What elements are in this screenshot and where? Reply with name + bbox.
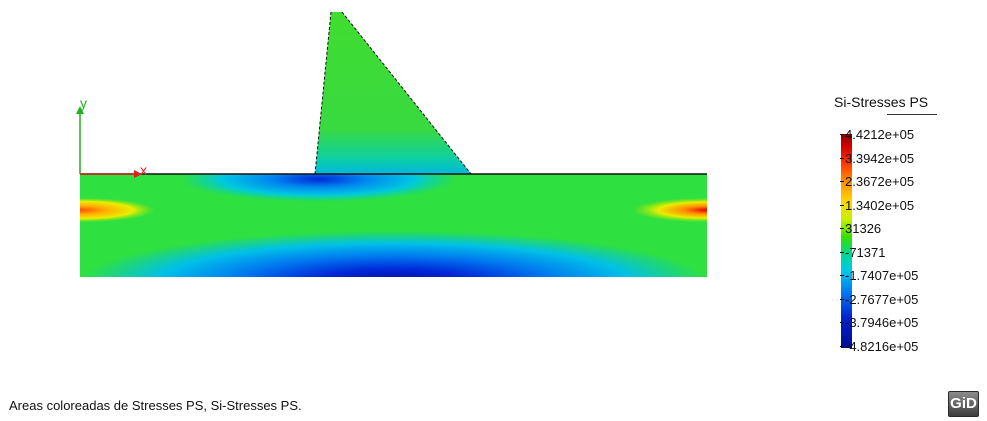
legend-value-label: 4.4212e+05 [845,127,915,142]
gid-logo: GiD [948,391,979,417]
colorbar-tick [840,251,844,253]
legend-value-label: -2.7677e+05 [845,291,919,307]
legend-value-label: 2.3672e+05 [845,174,915,189]
triangle-left-edge [314,11,332,175]
legend-value-label: -71371 [845,244,886,260]
legend-value-label: 31326 [845,221,882,236]
colorbar-tick [840,228,844,229]
legend-value-label: 1.3402e+05 [845,197,915,213]
status-caption: Areas coloreadas de Stresses PS, Si-Stre… [9,398,302,413]
triangular-body [315,12,471,174]
colorbar [841,134,852,348]
legend-value-label: -1.7407e+05 [845,268,919,283]
colorbar-tick [840,345,844,347]
legend-value-label: -4.8216e+05 [845,338,919,354]
legend-title-underline [887,114,937,115]
colorbar-tick [840,181,844,182]
legend-value-label: -3.7946e+05 [845,315,919,330]
colorbar-tick [840,275,844,276]
colorbar-tick [840,157,844,159]
legend: Si-Stresses PS 4.4212e+05 3.3942e+05 2.367… [828,94,978,354]
axis-x-label: x [140,162,147,178]
colorbar-tick [840,134,844,135]
triangle-dashed-edge [341,11,472,175]
legend-title: Si-Stresses PS [834,94,929,110]
axis-y-label: y [80,95,87,111]
legend-value-label: 3.3942e+05 [845,150,915,166]
colorbar-tick [840,298,844,300]
axes-icon [76,106,142,178]
rectangular-base [80,174,707,277]
colorbar-tick [840,204,844,206]
colorbar-tick [840,322,844,323]
